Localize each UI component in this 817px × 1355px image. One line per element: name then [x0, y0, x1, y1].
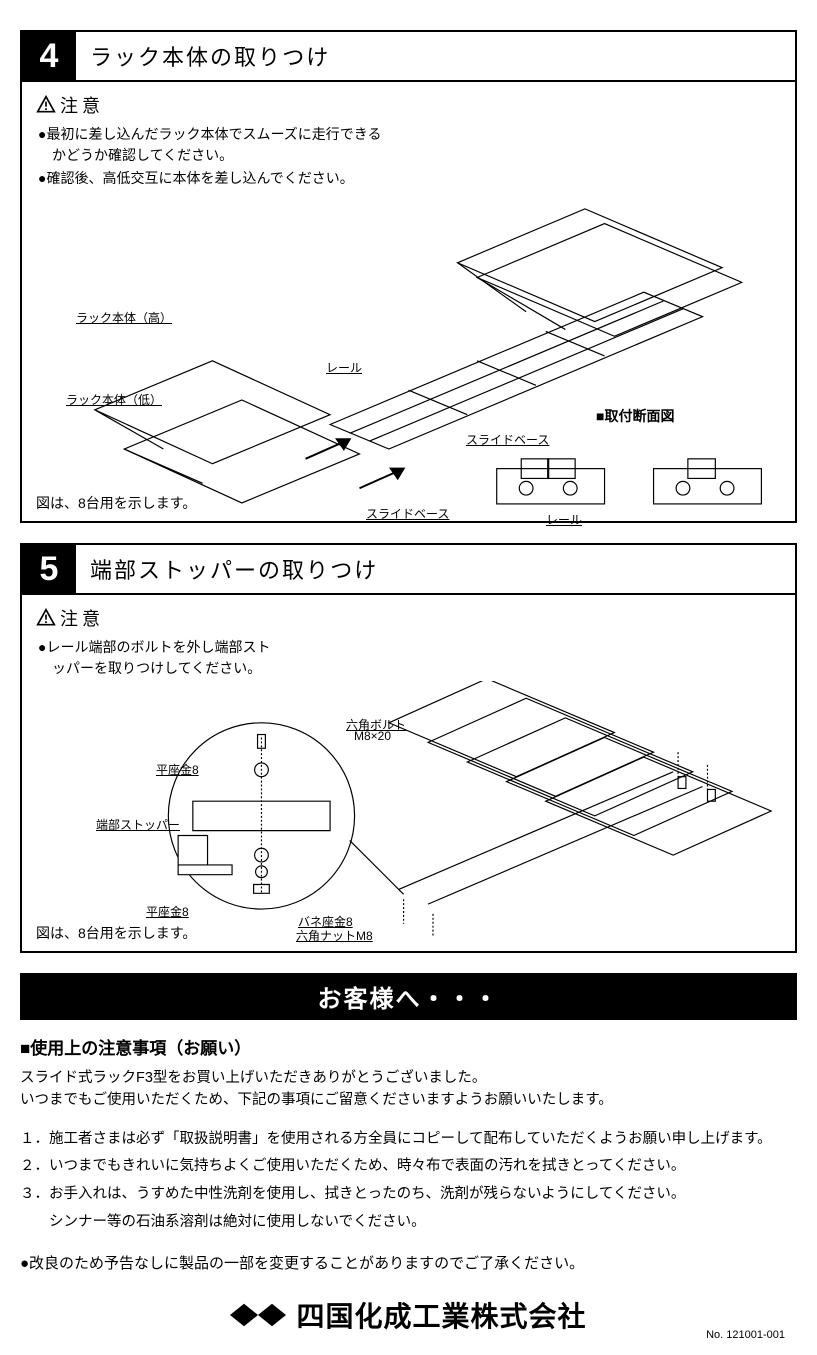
- step-4-number: 4: [22, 32, 76, 80]
- label-rail: レール: [326, 359, 362, 376]
- step5-svg: [36, 681, 781, 941]
- step5-b1-l2: ッパーを取りつけしてください。: [38, 658, 286, 679]
- step4-bullets: 最初に差し込んだラック本体でスムーズに走行できるかどうか確認してください。 確認…: [36, 124, 406, 189]
- caution-icon: [36, 608, 56, 628]
- usage-intro: スライド式ラックF3型をお買い上げいただきありがとうございました。 いつまでもご…: [20, 1067, 797, 1112]
- company-name: 四国化成工業株式会社: [296, 1295, 586, 1335]
- label-nut: 六角ナットM8: [296, 927, 373, 944]
- doc-number: No. 121001-001: [706, 1329, 785, 1341]
- usage-item-1: １．施工者さまは必ず「取扱説明書」を使用される方全員にコピーして配布していただく…: [20, 1126, 797, 1154]
- step-5-box: 5 端部ストッパーの取りつけ 注意 レール端部のボルトを外し端部ストッパーを取り…: [20, 543, 797, 953]
- step4-bullet1-l2: かどうか確認してください。: [38, 145, 406, 166]
- step-5-title: 端部ストッパーの取りつけ: [76, 545, 392, 593]
- step5-diagram: 六角ボルト M8×20 平座金8 端部ストッパー 平座金8 バネ座金8 六角ナッ…: [36, 681, 781, 941]
- step-5-caution: 注意: [36, 605, 781, 631]
- step-5-header: 5 端部ストッパーの取りつけ: [22, 545, 795, 595]
- usage-item-2: ２．いつまでもきれいに気持ちよくご使用いただくため、時々布で表面の汚れを拭きとっ…: [20, 1153, 797, 1181]
- usage-list: １．施工者さまは必ず「取扱説明書」を使用される方全員にコピーして配布していただく…: [20, 1126, 797, 1236]
- step4-diagram: ラック本体（高） ラック本体（低） レール スライドベース スライドベース ■取…: [36, 191, 781, 511]
- step4-fig-caption: 図は、8台用を示します。: [36, 493, 196, 513]
- usage-item-3: ３．お手入れは、うすめた中性洗剤を使用し、拭きとったのち、洗剤が残らないようにし…: [20, 1181, 797, 1209]
- step4-bullet-2: 確認後、高低交互に本体を差し込んでください。: [38, 168, 406, 189]
- label-rail2: レール: [546, 511, 582, 528]
- step-4-caution: 注意: [36, 92, 781, 118]
- step5-bullet-1: レール端部のボルトを外し端部ストッパーを取りつけしてください。: [38, 637, 286, 679]
- label-washer-b: 平座金8: [146, 903, 189, 920]
- step-4-body: 注意 最初に差し込んだラック本体でスムーズに走行できるかどうか確認してください。…: [22, 82, 795, 521]
- label-hexbolt2: M8×20: [354, 729, 391, 743]
- step5-bullets: レール端部のボルトを外し端部ストッパーを取りつけしてください。: [36, 637, 286, 679]
- step-4-box: 4 ラック本体の取りつけ 注意 最初に差し込んだラック本体でスムーズに走行できる…: [20, 30, 797, 523]
- step-4-header: 4 ラック本体の取りつけ: [22, 32, 795, 82]
- label-rack-low: ラック本体（低）: [66, 391, 162, 408]
- final-note: ●改良のため予告なしに製品の一部を変更することがありますのでご了承ください。: [20, 1252, 797, 1273]
- company-logo-icon: [230, 1297, 286, 1333]
- step-5-number: 5: [22, 545, 76, 593]
- step-5-body: 注意 レール端部のボルトを外し端部ストッパーを取りつけしてください。: [22, 595, 795, 951]
- usage-intro-l1: スライド式ラックF3型をお買い上げいただきありがとうございました。: [20, 1070, 486, 1086]
- step5-b1-l1: レール端部のボルトを外し端部スト: [46, 639, 270, 655]
- customer-banner: お客様へ・・・: [20, 973, 797, 1020]
- label-section: ■取付断面図: [596, 406, 674, 426]
- usage-title: ■使用上の注意事項（お願い）: [20, 1034, 797, 1059]
- label-slidebase2: スライドベース: [466, 431, 549, 448]
- usage-item-3-sub: シンナー等の石油系溶剤は絶対に使用しないでください。: [20, 1209, 797, 1237]
- step4-svg: [36, 191, 781, 511]
- step-4-title: ラック本体の取りつけ: [76, 32, 344, 80]
- label-washer-t: 平座金8: [156, 761, 199, 778]
- label-slidebase: スライドベース: [366, 505, 449, 522]
- step5-fig-caption: 図は、8台用を示します。: [36, 923, 196, 943]
- caution-label-5: 注意: [60, 605, 104, 631]
- usage-intro-l2: いつまでもご使用いただくため、下記の事項にご留意くださいますようお願いいたします…: [20, 1092, 613, 1108]
- step4-bullet1-l1: 最初に差し込んだラック本体でスムーズに走行できる: [46, 126, 381, 142]
- label-stopper: 端部ストッパー: [96, 816, 180, 833]
- footer: 四国化成工業株式会社 No. 121001-001: [20, 1295, 797, 1335]
- label-rack-high: ラック本体（高）: [76, 309, 172, 326]
- caution-icon: [36, 95, 56, 115]
- caution-label: 注意: [60, 92, 104, 118]
- step4-bullet-1: 最初に差し込んだラック本体でスムーズに走行できるかどうか確認してください。: [38, 124, 406, 166]
